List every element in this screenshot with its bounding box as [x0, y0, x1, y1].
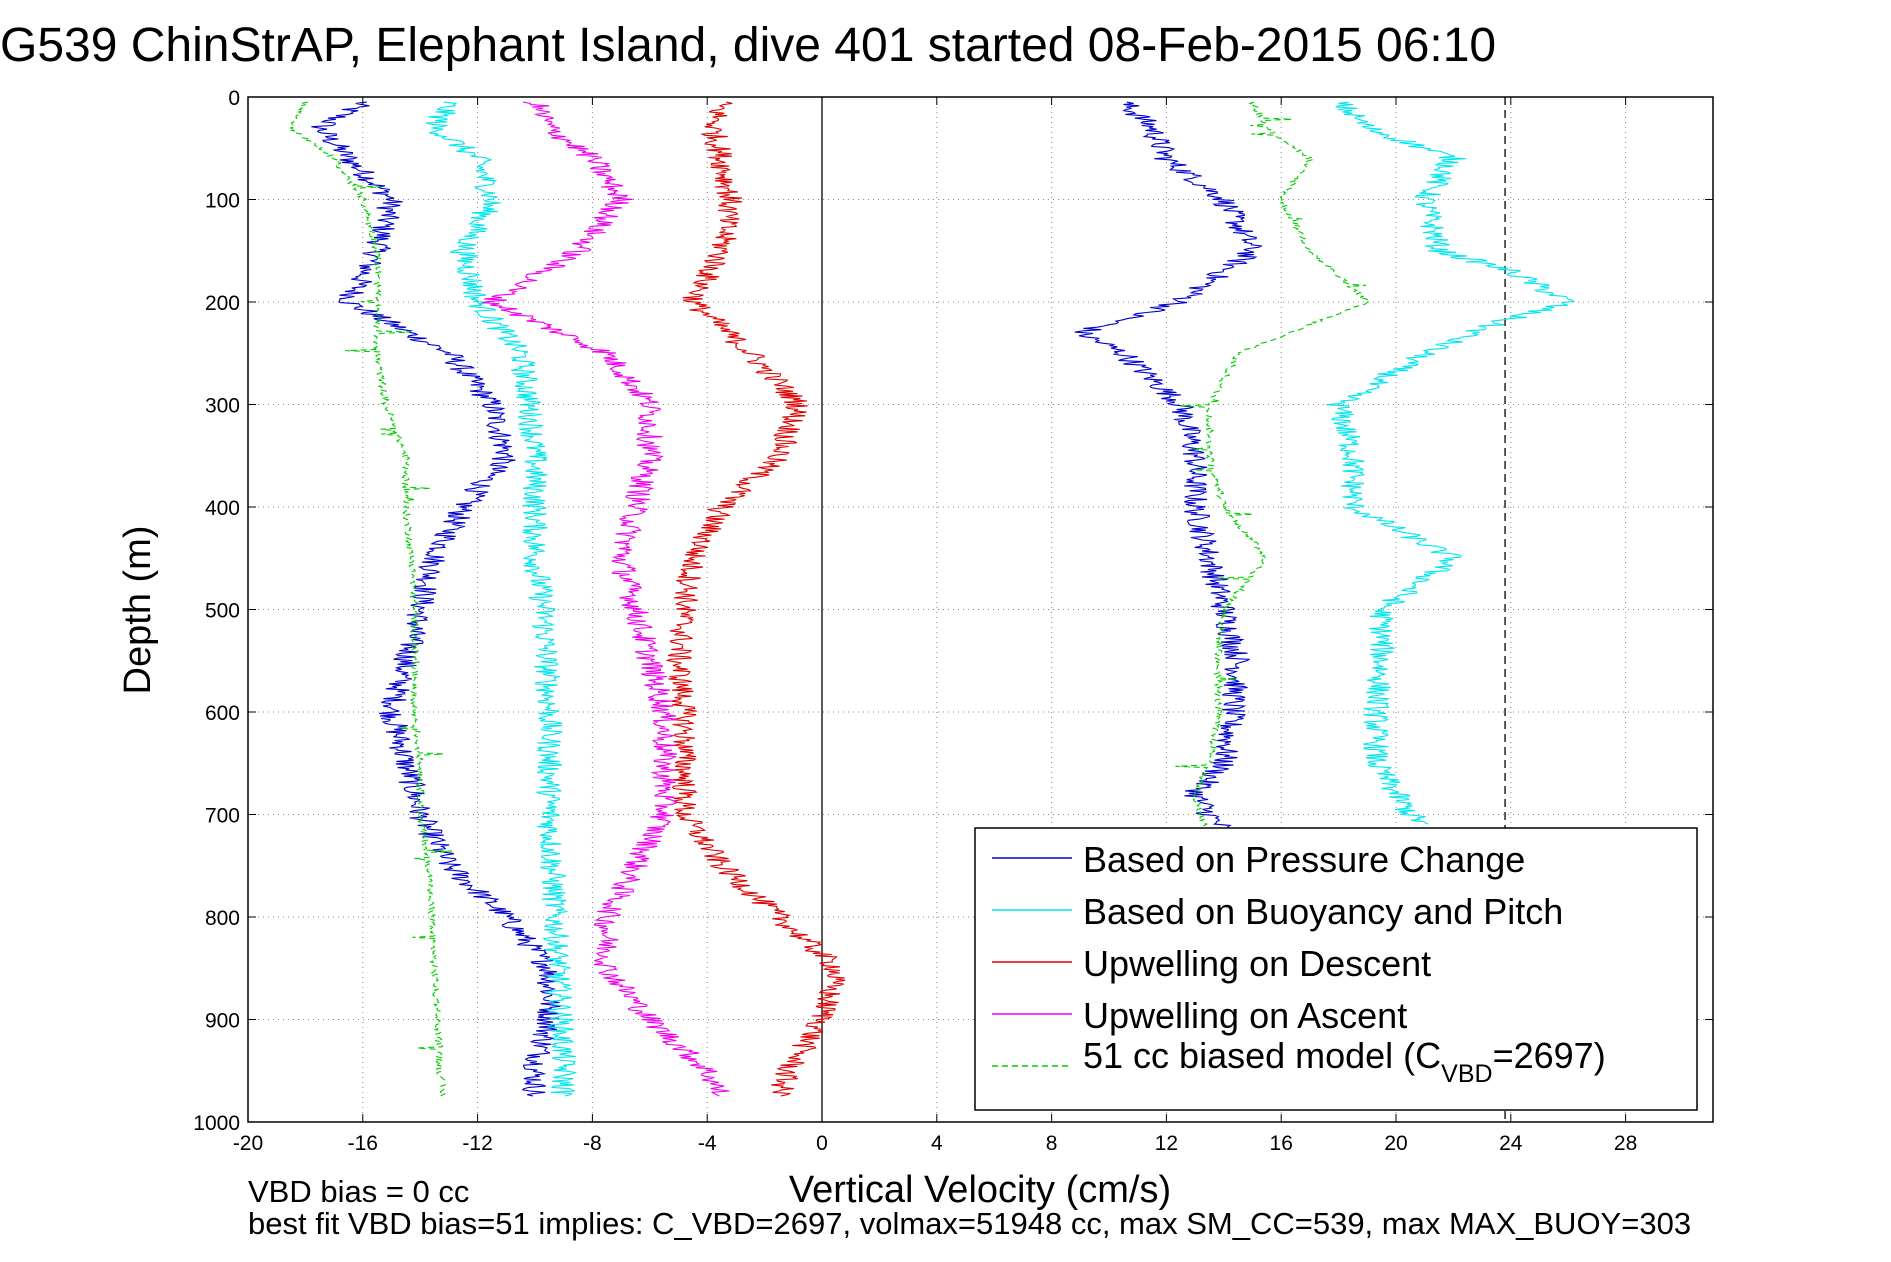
y-tick-label-5: 500	[205, 600, 240, 623]
x-tick-label-6: 4	[931, 1132, 943, 1155]
legend-label-5: 51 cc biased model (CVBD=2697)	[1083, 1035, 1606, 1088]
y-tick-label-2: 200	[205, 292, 240, 315]
x-ticks: -20 -16 -12 -8 -4 0 4 8 12 16 20 24 28	[233, 97, 1637, 1155]
x-tick-label-9: 16	[1270, 1132, 1293, 1155]
x-tick-label-12: 28	[1614, 1132, 1637, 1155]
legend-box	[974, 827, 1698, 1111]
series-line-2-0	[665, 101, 846, 1097]
y-tick-label-3: 300	[205, 395, 240, 418]
x-tick-label-7: 8	[1046, 1132, 1058, 1155]
x-tick-label-4: -4	[698, 1132, 717, 1155]
legend-label-0: Based on Pressure Change	[1083, 839, 1525, 880]
x-tick-label-3: -8	[583, 1132, 602, 1155]
y-tick-label-10: 1000	[193, 1112, 240, 1135]
y-tick-label-1: 100	[205, 190, 240, 213]
series-line-3-0	[482, 101, 730, 1097]
footer-line-2: best fit VBD bias=51 implies: C_VBD=2697…	[248, 1206, 1691, 1241]
y-ticks: 0 100 200 300 400 500 600 700 800 900 1000	[193, 87, 1713, 1135]
footer-line-1: VBD bias = 0 cc	[248, 1174, 469, 1209]
series-group	[289, 101, 1575, 1097]
legend-label-2: Upwelling on Descent	[1083, 943, 1431, 984]
y-axis-label: Depth (m)	[117, 526, 159, 695]
y-tick-label-9: 900	[205, 1010, 240, 1033]
y-tick-label-7: 700	[205, 805, 240, 828]
series-line-1-0	[425, 101, 578, 1097]
x-tick-label-11: 24	[1499, 1132, 1523, 1155]
x-tick-label-2: -12	[462, 1132, 492, 1155]
y-tick-label-0: 0	[228, 87, 240, 110]
y-tick-label-6: 600	[205, 702, 240, 725]
x-tick-label-5: 0	[816, 1132, 828, 1155]
x-tick-label-10: 20	[1384, 1132, 1407, 1155]
x-tick-label-8: 12	[1155, 1132, 1178, 1155]
chart-title: G539 ChinStrAP, Elephant Island, dive 40…	[0, 19, 1496, 72]
y-tick-label-8: 800	[205, 907, 240, 930]
series-line-4-1	[1175, 101, 1372, 830]
series-line-0-0	[311, 101, 561, 1097]
y-tick-label-4: 400	[205, 497, 240, 520]
x-axis-label: Vertical Velocity (cm/s)	[789, 1169, 1171, 1211]
legend-label-1: Based on Buoyancy and Pitch	[1083, 891, 1563, 932]
legend: Based on Pressure Change Based on Buoyanc…	[974, 827, 1698, 1111]
series-line-4-0	[289, 101, 453, 1097]
x-tick-label-0: -20	[233, 1132, 263, 1155]
series-line-1-1	[1326, 101, 1575, 825]
legend-label-3: Upwelling on Ascent	[1083, 995, 1407, 1036]
x-tick-label-1: -16	[348, 1132, 378, 1155]
series-line-0-1	[1074, 101, 1263, 830]
